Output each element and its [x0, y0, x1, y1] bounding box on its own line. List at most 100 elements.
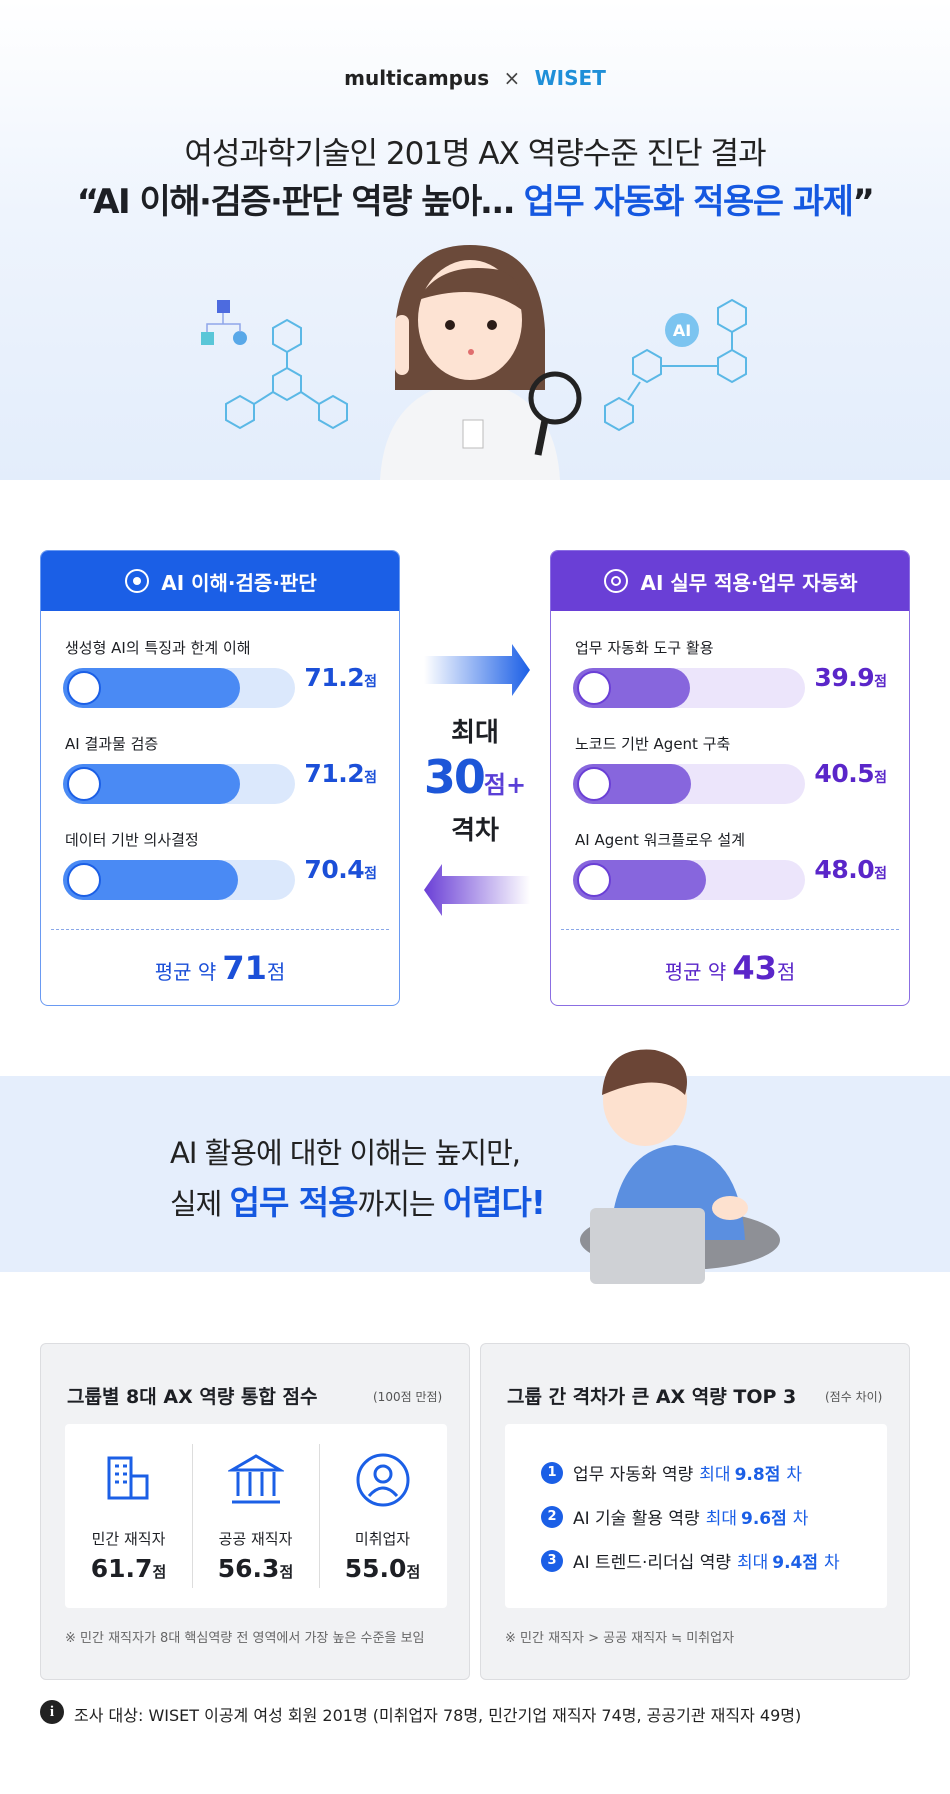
average-prefix: 평균 약 [154, 960, 217, 984]
bar-icon [577, 767, 611, 801]
gap-suffix: 차 [792, 1509, 809, 1529]
survey-note: 조사 대상: WISET 이공계 여성 회원 201명 (미취업자 78명, 민… [74, 1706, 802, 1725]
brand: multicampus [344, 66, 490, 90]
gap-suffix: 차 [824, 1553, 840, 1573]
average-prefix: 평균 약 [664, 960, 727, 984]
gap-score: 9.4점 [772, 1548, 818, 1573]
gap-prefix: 최대 [736, 1553, 769, 1573]
score-unit: 점 [279, 1563, 294, 1581]
gap-value: 9.8 [734, 1465, 765, 1485]
gap-value: 9.6 [740, 1509, 772, 1529]
score-unit: 점 [364, 866, 377, 882]
gap-score: 9.8점 [735, 1460, 781, 1485]
banner-text: 까지는 [357, 1187, 436, 1221]
icon [107, 1456, 149, 1500]
score-unit: 점 [364, 674, 377, 690]
bar-track [573, 860, 805, 900]
score-unit: 점 [152, 1563, 167, 1581]
group-icon [355, 1452, 411, 1508]
average-unit: 점 [266, 960, 286, 984]
panel: AI 실무 적용·업무 자동화 업무 자동화 도구 활용 39.9점 노코드 기반 … [550, 550, 910, 1006]
competency: 업무 자동화 역량 [573, 1465, 694, 1485]
score-unit: 점 [874, 770, 887, 786]
score-value: 39.9 [814, 663, 875, 692]
decoration [201, 332, 214, 345]
gap-value: 9.4 [772, 1553, 803, 1573]
panel: AI 이해·검증·판단 생성형 AI의 특징과 한계 이해 71.2점 AI 결과물… [40, 550, 400, 1006]
bar-track [573, 668, 805, 708]
average-unit: 점 [776, 960, 796, 984]
rank-item: 2 AI 기술 활용 역량 최대 9.6점 차 [541, 1504, 808, 1529]
score-unit: 점 [874, 674, 887, 690]
score: 71.2점 [304, 663, 377, 692]
score-value: 61.7 [90, 1554, 153, 1583]
item-label: 생성형 AI의 특징과 한계 이해 [65, 639, 251, 657]
hero-illustration: AI [201, 245, 747, 480]
bar-track [63, 764, 295, 804]
footnote: ※ 민간 재직자 > 공공 재직자 ≒ 미취업자 [505, 1631, 735, 1646]
bar-icon [67, 863, 101, 897]
header-icon [604, 569, 629, 593]
column-divider [192, 1444, 193, 1588]
icon [226, 1454, 286, 1504]
score-value: 40.5 [814, 759, 875, 788]
arrow-right [424, 644, 530, 696]
score-value: 71.2 [304, 759, 365, 788]
footnote: ※ 민간 재직자가 8대 핵심역량 전 영역에서 가장 높은 수준을 보임 [65, 1631, 425, 1646]
decoration [233, 331, 247, 345]
panel-title: AI 이해·검증·판단 [161, 570, 317, 595]
panel-header: AI 실무 적용·업무 자동화 [551, 551, 909, 611]
score-value: 71.2 [304, 663, 365, 692]
score-value: 56.3 [217, 1554, 280, 1583]
gap-value: 30점+ [400, 750, 550, 804]
rank-badge: 1 [541, 1461, 563, 1484]
icon [356, 1453, 410, 1507]
average: 평균 약 71점 [41, 949, 399, 987]
gap-unit: 점 [771, 1509, 787, 1529]
item-label: 데이터 기반 의사결정 [65, 831, 199, 849]
headline-text: AI 이해·검증·판단 역량 높아… [93, 182, 515, 222]
quote: ” [852, 182, 874, 222]
decoration [217, 300, 230, 313]
gap-suffix: 점+ [483, 771, 527, 799]
panel-header: AI 이해·검증·판단 [41, 551, 399, 611]
header-icon [125, 569, 150, 593]
gap-unit: 점 [802, 1553, 819, 1573]
bar-icon [67, 767, 101, 801]
banner-text: 실제 [170, 1187, 222, 1221]
column-divider [319, 1444, 320, 1588]
banner-highlight: 업무 적용 [229, 1183, 359, 1222]
item-label: 업무 자동화 도구 활용 [575, 639, 714, 657]
score-unit: 점 [364, 770, 377, 786]
decoration [206, 313, 241, 332]
headline-highlight: 업무 자동화 적용은 과제 [523, 182, 854, 222]
logo-row: multicampus × WISET [0, 66, 950, 90]
average-value: 71 [222, 949, 267, 987]
divider [561, 929, 899, 930]
competency: AI 기술 활용 역량 [573, 1509, 700, 1529]
item-label: AI 결과물 검증 [65, 735, 159, 753]
item-label: AI Agent 워크플로우 설계 [575, 831, 745, 849]
score-value: 70.4 [304, 855, 365, 884]
info-icon: i [40, 1700, 64, 1724]
group-score-box: 그룹별 8대 AX 역량 통합 점수 (100점 만점) 민간 재직자 61.7점… [40, 1343, 470, 1680]
rank-item: 1 업무 자동화 역량 최대 9.8점 차 [541, 1460, 802, 1485]
top3-panel: 1 업무 자동화 역량 최대 9.8점 차 2 AI 기술 활용 역량 최대 9.6점 차 3 AI … [505, 1424, 887, 1608]
divider [51, 929, 389, 930]
bar-track [63, 668, 295, 708]
score-value: 48.0 [814, 855, 875, 884]
title: 여성과학기술인 201명 AX 역량수준 진단 결과 [184, 136, 766, 172]
rank-badge: 2 [541, 1505, 563, 1528]
ai-badge-label: AI [673, 321, 691, 340]
separator: × [503, 66, 521, 90]
box-note: (100점 만점) [373, 1390, 443, 1404]
score: 40.5점 [814, 759, 887, 788]
group-panel: 민간 재직자 61.7점 공공 재직자 56.3점 미취업자 55.0점 [65, 1424, 447, 1608]
group-name: 민간 재직자 [91, 1530, 166, 1548]
bar-track [63, 860, 295, 900]
gap-score: 9.6점 [741, 1504, 787, 1529]
rank-badge: 3 [541, 1549, 563, 1572]
character [380, 245, 582, 480]
